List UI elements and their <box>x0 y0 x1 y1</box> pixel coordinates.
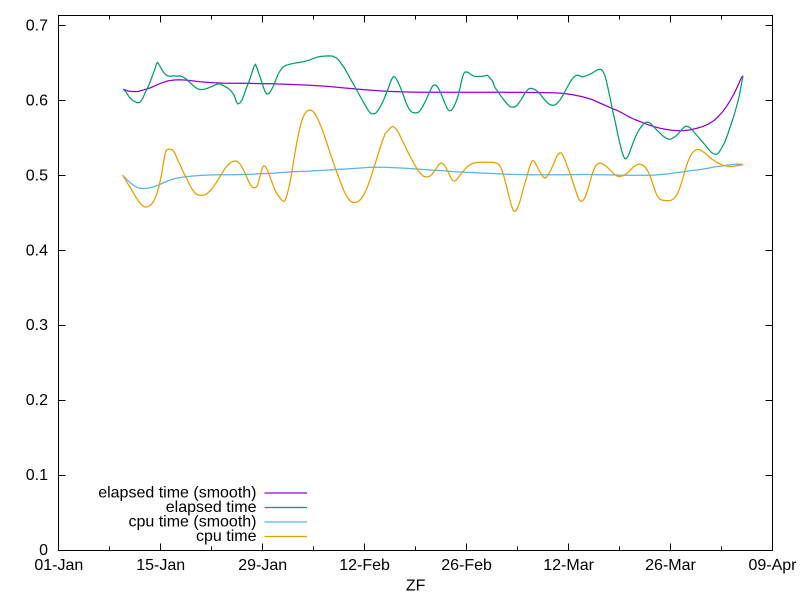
svg-text:0.6: 0.6 <box>26 92 48 109</box>
svg-text:0.2: 0.2 <box>26 392 48 409</box>
svg-text:0: 0 <box>39 542 48 559</box>
svg-text:26-Mar: 26-Mar <box>645 557 696 574</box>
svg-text:26-Feb: 26-Feb <box>441 557 492 574</box>
svg-text:12-Mar: 12-Mar <box>543 557 594 574</box>
svg-text:29-Jan: 29-Jan <box>238 557 287 574</box>
svg-text:elapsed time: elapsed time <box>166 499 257 516</box>
svg-text:0.1: 0.1 <box>26 467 48 484</box>
svg-text:ZF: ZF <box>406 578 426 595</box>
svg-text:12-Feb: 12-Feb <box>339 557 390 574</box>
svg-text:cpu time: cpu time <box>196 528 257 545</box>
svg-text:01-Jan: 01-Jan <box>34 557 83 574</box>
svg-text:0.4: 0.4 <box>26 242 48 259</box>
svg-text:0.3: 0.3 <box>26 317 48 334</box>
svg-text:elapsed time (smooth): elapsed time (smooth) <box>98 485 256 502</box>
svg-text:0.7: 0.7 <box>26 18 48 35</box>
svg-text:cpu time (smooth): cpu time (smooth) <box>128 514 256 531</box>
svg-text:0.5: 0.5 <box>26 167 48 184</box>
svg-text:15-Jan: 15-Jan <box>136 557 185 574</box>
svg-text:09-Apr: 09-Apr <box>748 557 797 574</box>
